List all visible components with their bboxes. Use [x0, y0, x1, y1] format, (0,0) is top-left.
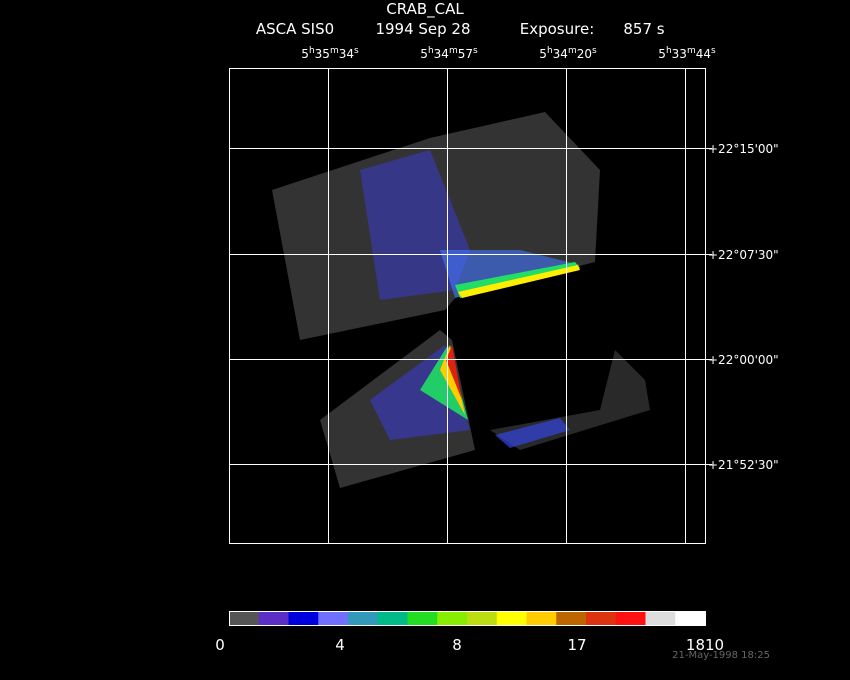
- ra-value: 34: [339, 47, 354, 61]
- colorbar-frame: [229, 611, 706, 626]
- ra-value: 5: [301, 47, 309, 61]
- dec-label: +21°52'30": [708, 458, 779, 472]
- colorbar-swatch: [615, 611, 646, 625]
- colorbar-swatch: [556, 611, 587, 625]
- subtitle-instrument: ASCA SIS0: [256, 20, 334, 38]
- colorbar-swatch: [437, 611, 468, 625]
- ra-label: 5h34m57s: [420, 46, 478, 61]
- ra-value: 57: [458, 47, 473, 61]
- ra-unit: h: [309, 46, 315, 56]
- colorbar-swatch: [586, 611, 617, 625]
- ra-value: 34: [434, 47, 449, 61]
- timestamp: 21-May-1998 18:25: [672, 650, 770, 661]
- ra-unit: h: [666, 46, 672, 56]
- ra-unit: s: [354, 46, 359, 56]
- colorbar-swatch: [318, 611, 349, 625]
- grid: [229, 68, 712, 543]
- colorbar-swatch: [288, 611, 319, 625]
- colorbar-swatch: [258, 611, 289, 625]
- dec-label: +22°00'00": [708, 353, 779, 367]
- ra-value: 33: [672, 47, 687, 61]
- ra-value: 20: [577, 47, 592, 61]
- ra-unit: h: [547, 46, 553, 56]
- ra-unit: s: [592, 46, 597, 56]
- ra-value: 5: [539, 47, 547, 61]
- ra-value: 5: [420, 47, 428, 61]
- frame: [229, 68, 706, 544]
- ra-unit: m: [449, 46, 458, 56]
- colorbar-swatch: [675, 611, 706, 625]
- colorbar-swatch: [377, 611, 408, 625]
- ra-label: 5h33m44s: [658, 46, 716, 61]
- ra-unit: s: [473, 46, 478, 56]
- ra-unit: h: [428, 46, 434, 56]
- colorbar-swatch: [348, 611, 379, 625]
- dec-label: +22°15'00": [708, 142, 779, 156]
- colorbar-swatch: [229, 611, 260, 625]
- colorbar-label: 1810: [686, 636, 724, 654]
- colorbar-label: 8: [452, 636, 462, 654]
- subtitle-exposure: 857 s: [623, 20, 664, 38]
- ra-label: 5h35m34s: [301, 46, 359, 61]
- subtitle-date: 1994 Sep 28: [375, 20, 470, 38]
- ra-unit: s: [711, 46, 716, 56]
- dec-label: +22°07'30": [708, 248, 779, 262]
- subtitle-exposure-label: Exposure:: [520, 20, 595, 38]
- title: CRAB_CAL: [386, 0, 464, 19]
- ra-label: 5h34m20s: [539, 46, 597, 61]
- colorbar-swatch: [645, 611, 676, 625]
- ra-value: 44: [696, 47, 711, 61]
- colorbar-swatch: [496, 611, 527, 625]
- ra-value: 5: [658, 47, 666, 61]
- ra-unit: m: [568, 46, 577, 56]
- colorbar-label: 0: [215, 636, 225, 654]
- colorbar-label: 17: [567, 636, 586, 654]
- colorbar-label: 4: [335, 636, 345, 654]
- ra-value: 34: [553, 47, 568, 61]
- ra-value: 35: [315, 47, 330, 61]
- colorbar-swatch: [407, 611, 438, 625]
- colorbar-swatch: [467, 611, 498, 625]
- sky-image: [272, 112, 650, 488]
- colorbar-swatch: [526, 611, 557, 625]
- ra-unit: m: [330, 46, 339, 56]
- ra-unit: m: [687, 46, 696, 56]
